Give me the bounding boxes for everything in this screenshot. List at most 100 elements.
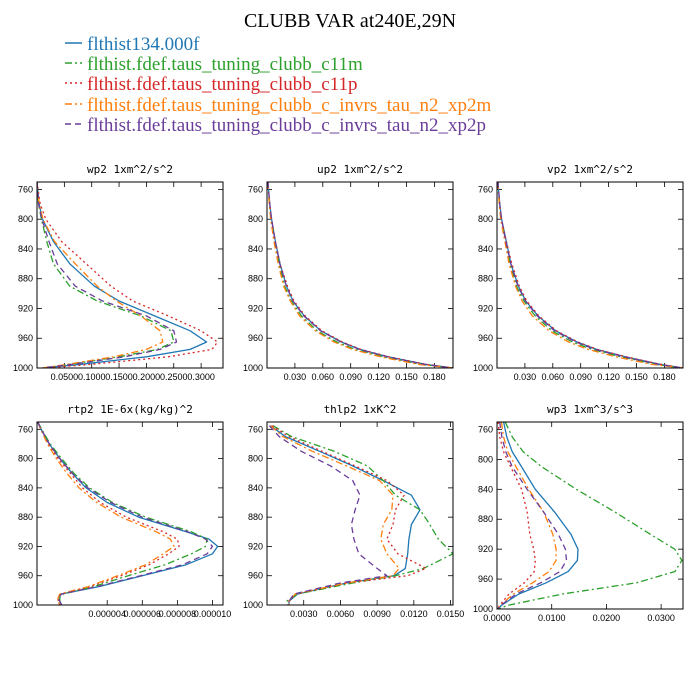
- series-line: [497, 422, 536, 609]
- y-tick-label: 800: [478, 454, 493, 464]
- series-line: [271, 425, 427, 605]
- subplot-title: rtp2 1E-6x(kg/kg)^2: [67, 403, 193, 416]
- x-tick-label: 0.180: [423, 372, 446, 382]
- series-line: [497, 422, 568, 609]
- y-tick-label: 800: [18, 454, 33, 464]
- x-tick-label: 0.0500: [51, 372, 79, 382]
- subplot: wp2 1xm^2/s^2 760 800 840 880 920 960 1000 0.050…: [13, 163, 224, 382]
- series-line: [37, 422, 175, 605]
- subplot: thlp2 1xK^2 760 800 840 880 920 960 1000 0.0030 0…: [243, 403, 464, 619]
- x-tick-label: 0.000006: [124, 609, 162, 619]
- y-tick-label: 920: [18, 303, 33, 313]
- legend-label: flthist.fdef.taus_tuning_clubb_c11p: [87, 74, 358, 95]
- series-line: [37, 422, 208, 605]
- subplot-title: vp2 1xm^2/s^2: [547, 163, 633, 176]
- x-tick-label: 0.0200: [593, 613, 621, 623]
- subplot-title: thlp2 1xK^2: [324, 403, 397, 416]
- y-tick-label: 840: [478, 484, 493, 494]
- y-tick-label: 960: [478, 333, 493, 343]
- x-tick-label: 0.2500: [160, 372, 188, 382]
- subplot-title: wp2 1xm^2/s^2: [87, 163, 173, 176]
- x-tick-label: 0.150: [625, 372, 648, 382]
- x-tick-label: 0.1500: [105, 372, 133, 382]
- y-tick-label: 760: [18, 184, 33, 194]
- x-tick-label: 0.060: [312, 372, 335, 382]
- x-tick-label: 0.3000: [187, 372, 215, 382]
- y-tick-label: 880: [18, 512, 33, 522]
- x-tick-label: 0.0000: [483, 613, 511, 623]
- subplot-title: up2 1xm^2/s^2: [317, 163, 403, 176]
- y-tick-label: 920: [478, 303, 493, 313]
- x-tick-label: 0.000004: [88, 609, 126, 619]
- plot-frame: [36, 421, 224, 606]
- x-tick-label: 0.120: [367, 372, 390, 382]
- x-tick-label: 0.2000: [133, 372, 161, 382]
- series-line: [498, 422, 683, 609]
- series-line: [497, 422, 579, 609]
- y-tick-label: 1000: [243, 363, 263, 373]
- x-tick-label: 0.0100: [538, 613, 566, 623]
- series-line: [37, 422, 214, 605]
- y-tick-label: 880: [248, 274, 263, 284]
- x-tick-label: 0.0030: [290, 609, 318, 619]
- plot-frame: [496, 421, 684, 610]
- x-tick-label: 0.0060: [327, 609, 355, 619]
- series-line: [37, 182, 175, 368]
- series-line: [267, 182, 453, 368]
- series-line: [37, 182, 164, 368]
- y-tick-label: 960: [248, 571, 263, 581]
- series-line: [37, 182, 178, 368]
- x-tick-label: 0.0300: [647, 613, 675, 623]
- plot-frame: [266, 421, 454, 606]
- series-line: [272, 425, 453, 605]
- y-tick-label: 760: [248, 184, 263, 194]
- series-line: [267, 182, 453, 368]
- y-tick-label: 880: [248, 512, 263, 522]
- y-tick-label: 960: [18, 571, 33, 581]
- series-group: [497, 422, 683, 609]
- x-tick-label: 0.0120: [400, 609, 428, 619]
- subplot: rtp2 1E-6x(kg/kg)^2 760 800 840 880 920 960 100…: [13, 403, 231, 619]
- legend-entry: flthist134.000f: [65, 34, 200, 55]
- y-tick-label: 920: [248, 541, 263, 551]
- series-line: [497, 182, 683, 368]
- x-tick-label: 0.120: [597, 372, 620, 382]
- subplot: wp3 1xm^3/s^3 760 800 840 880 920 960 10000.000…: [473, 403, 684, 623]
- y-tick-label: 800: [248, 214, 263, 224]
- series-line: [497, 422, 557, 609]
- y-tick-label: 800: [478, 214, 493, 224]
- x-tick-label: 0.090: [569, 372, 592, 382]
- series-group: [497, 182, 683, 368]
- series-line: [37, 182, 208, 368]
- x-tick-label: 0.060: [542, 372, 565, 382]
- series-group: [268, 425, 453, 605]
- plot-frame: [266, 181, 454, 369]
- panels: wp2 1xm^2/s^2 760 800 840 880 920 960 1000 0.050…: [13, 163, 684, 623]
- series-line: [497, 182, 683, 368]
- y-tick-label: 840: [18, 244, 33, 254]
- x-tick-label: 0.000010: [194, 609, 232, 619]
- y-tick-label: 880: [18, 274, 33, 284]
- legend-entry: flthist.fdef.taus_tuning_clubb_c_invrs_t…: [65, 115, 486, 136]
- x-tick-label: 0.180: [653, 372, 676, 382]
- legend-entry: flthist.fdef.taus_tuning_clubb_c11m: [65, 54, 363, 75]
- series-line: [497, 182, 683, 368]
- x-tick-label: 0.030: [514, 372, 537, 382]
- series-line: [37, 422, 180, 605]
- series-line: [37, 422, 219, 605]
- y-tick-label: 920: [18, 541, 33, 551]
- subplot: vp2 1xm^2/s^2 760 800 840 880 920 960 1000 0.030…: [473, 163, 684, 382]
- y-tick-label: 760: [248, 424, 263, 434]
- y-tick-label: 880: [478, 274, 493, 284]
- y-tick-label: 760: [478, 184, 493, 194]
- subplot-title: wp3 1xm^3/s^3: [547, 403, 633, 416]
- plot-frame: [36, 181, 224, 369]
- subplot: up2 1xm^2/s^2 760 800 840 880 920 960 1000 0.030…: [243, 163, 454, 382]
- x-tick-label: 0.0150: [437, 609, 465, 619]
- series-line: [497, 182, 683, 368]
- y-tick-label: 1000: [473, 363, 493, 373]
- y-tick-label: 760: [18, 424, 33, 434]
- y-tick-label: 840: [478, 244, 493, 254]
- series-line: [497, 182, 683, 368]
